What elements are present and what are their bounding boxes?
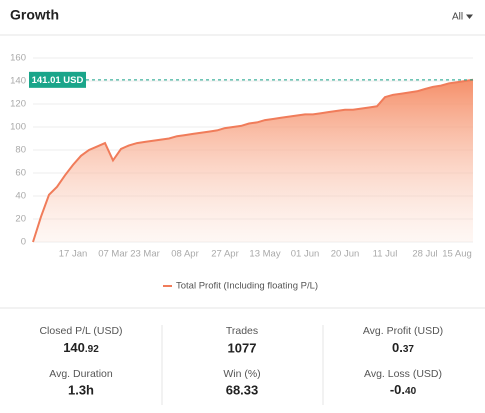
stat-value: 140.92 [63, 340, 99, 355]
stat-value-fraction: 37 [403, 344, 415, 355]
range-filter[interactable]: All [452, 12, 463, 23]
reference-label: 141.01 USD [32, 75, 84, 86]
y-tick-label: 20 [15, 214, 26, 225]
x-tick-label: 28 Jul [412, 249, 437, 260]
stat-label: Avg. Duration [49, 368, 113, 380]
area-fill [33, 79, 473, 242]
x-tick-label: 20 Jun [331, 249, 360, 260]
y-tick-label: 80 [15, 145, 26, 156]
stat-label: Avg. Profit (USD) [363, 325, 443, 337]
widget-title: Growth [10, 7, 59, 23]
stat-label: Trades [226, 325, 258, 337]
stat-value: 0.37 [392, 340, 414, 355]
x-tick-label: 27 Apr [211, 249, 238, 260]
legend-label: Total Profit (Including floating P/L) [176, 281, 318, 292]
stat-value-main: -0. [390, 382, 405, 397]
y-tick-label: 100 [10, 122, 26, 133]
stat-value: 68.33 [226, 382, 259, 397]
x-tick-label: 08 Apr [171, 249, 198, 260]
profit-line [32, 78, 474, 243]
stat-value-main: 140 [63, 340, 85, 355]
stat-value: 1077 [228, 340, 257, 355]
x-tick-label: 17 Jan [59, 249, 88, 260]
x-tick-label: 07 Mar [98, 249, 128, 260]
stat-value-fraction: .92 [85, 344, 99, 355]
stat-value: 1.3h [68, 382, 94, 397]
y-tick-label: 40 [15, 191, 26, 202]
y-tick-label: 140 [10, 76, 26, 87]
stat-value: -0.40 [390, 382, 417, 397]
stat-label: Closed P/L (USD) [39, 325, 122, 337]
stat-value-fraction: 40 [405, 386, 417, 397]
y-tick-label: 0 [21, 237, 26, 248]
dropdown-arrow[interactable] [466, 14, 473, 20]
x-tick-label: 23 Mar [130, 249, 160, 260]
stat-label: Win (%) [223, 368, 260, 380]
y-tick-label: 160 [10, 53, 26, 64]
y-tick-label: 60 [15, 168, 26, 179]
x-tick-label: 11 Jul [373, 249, 398, 260]
x-tick-label: 15 Aug [442, 249, 472, 260]
x-tick-label: 01 Jun [291, 249, 320, 260]
y-tick-label: 120 [10, 99, 26, 110]
reference-badge [29, 71, 86, 88]
stat-value-main: 0. [392, 340, 403, 355]
x-tick-label: 13 May [249, 249, 280, 260]
stat-label: Avg. Loss (USD) [364, 368, 442, 380]
